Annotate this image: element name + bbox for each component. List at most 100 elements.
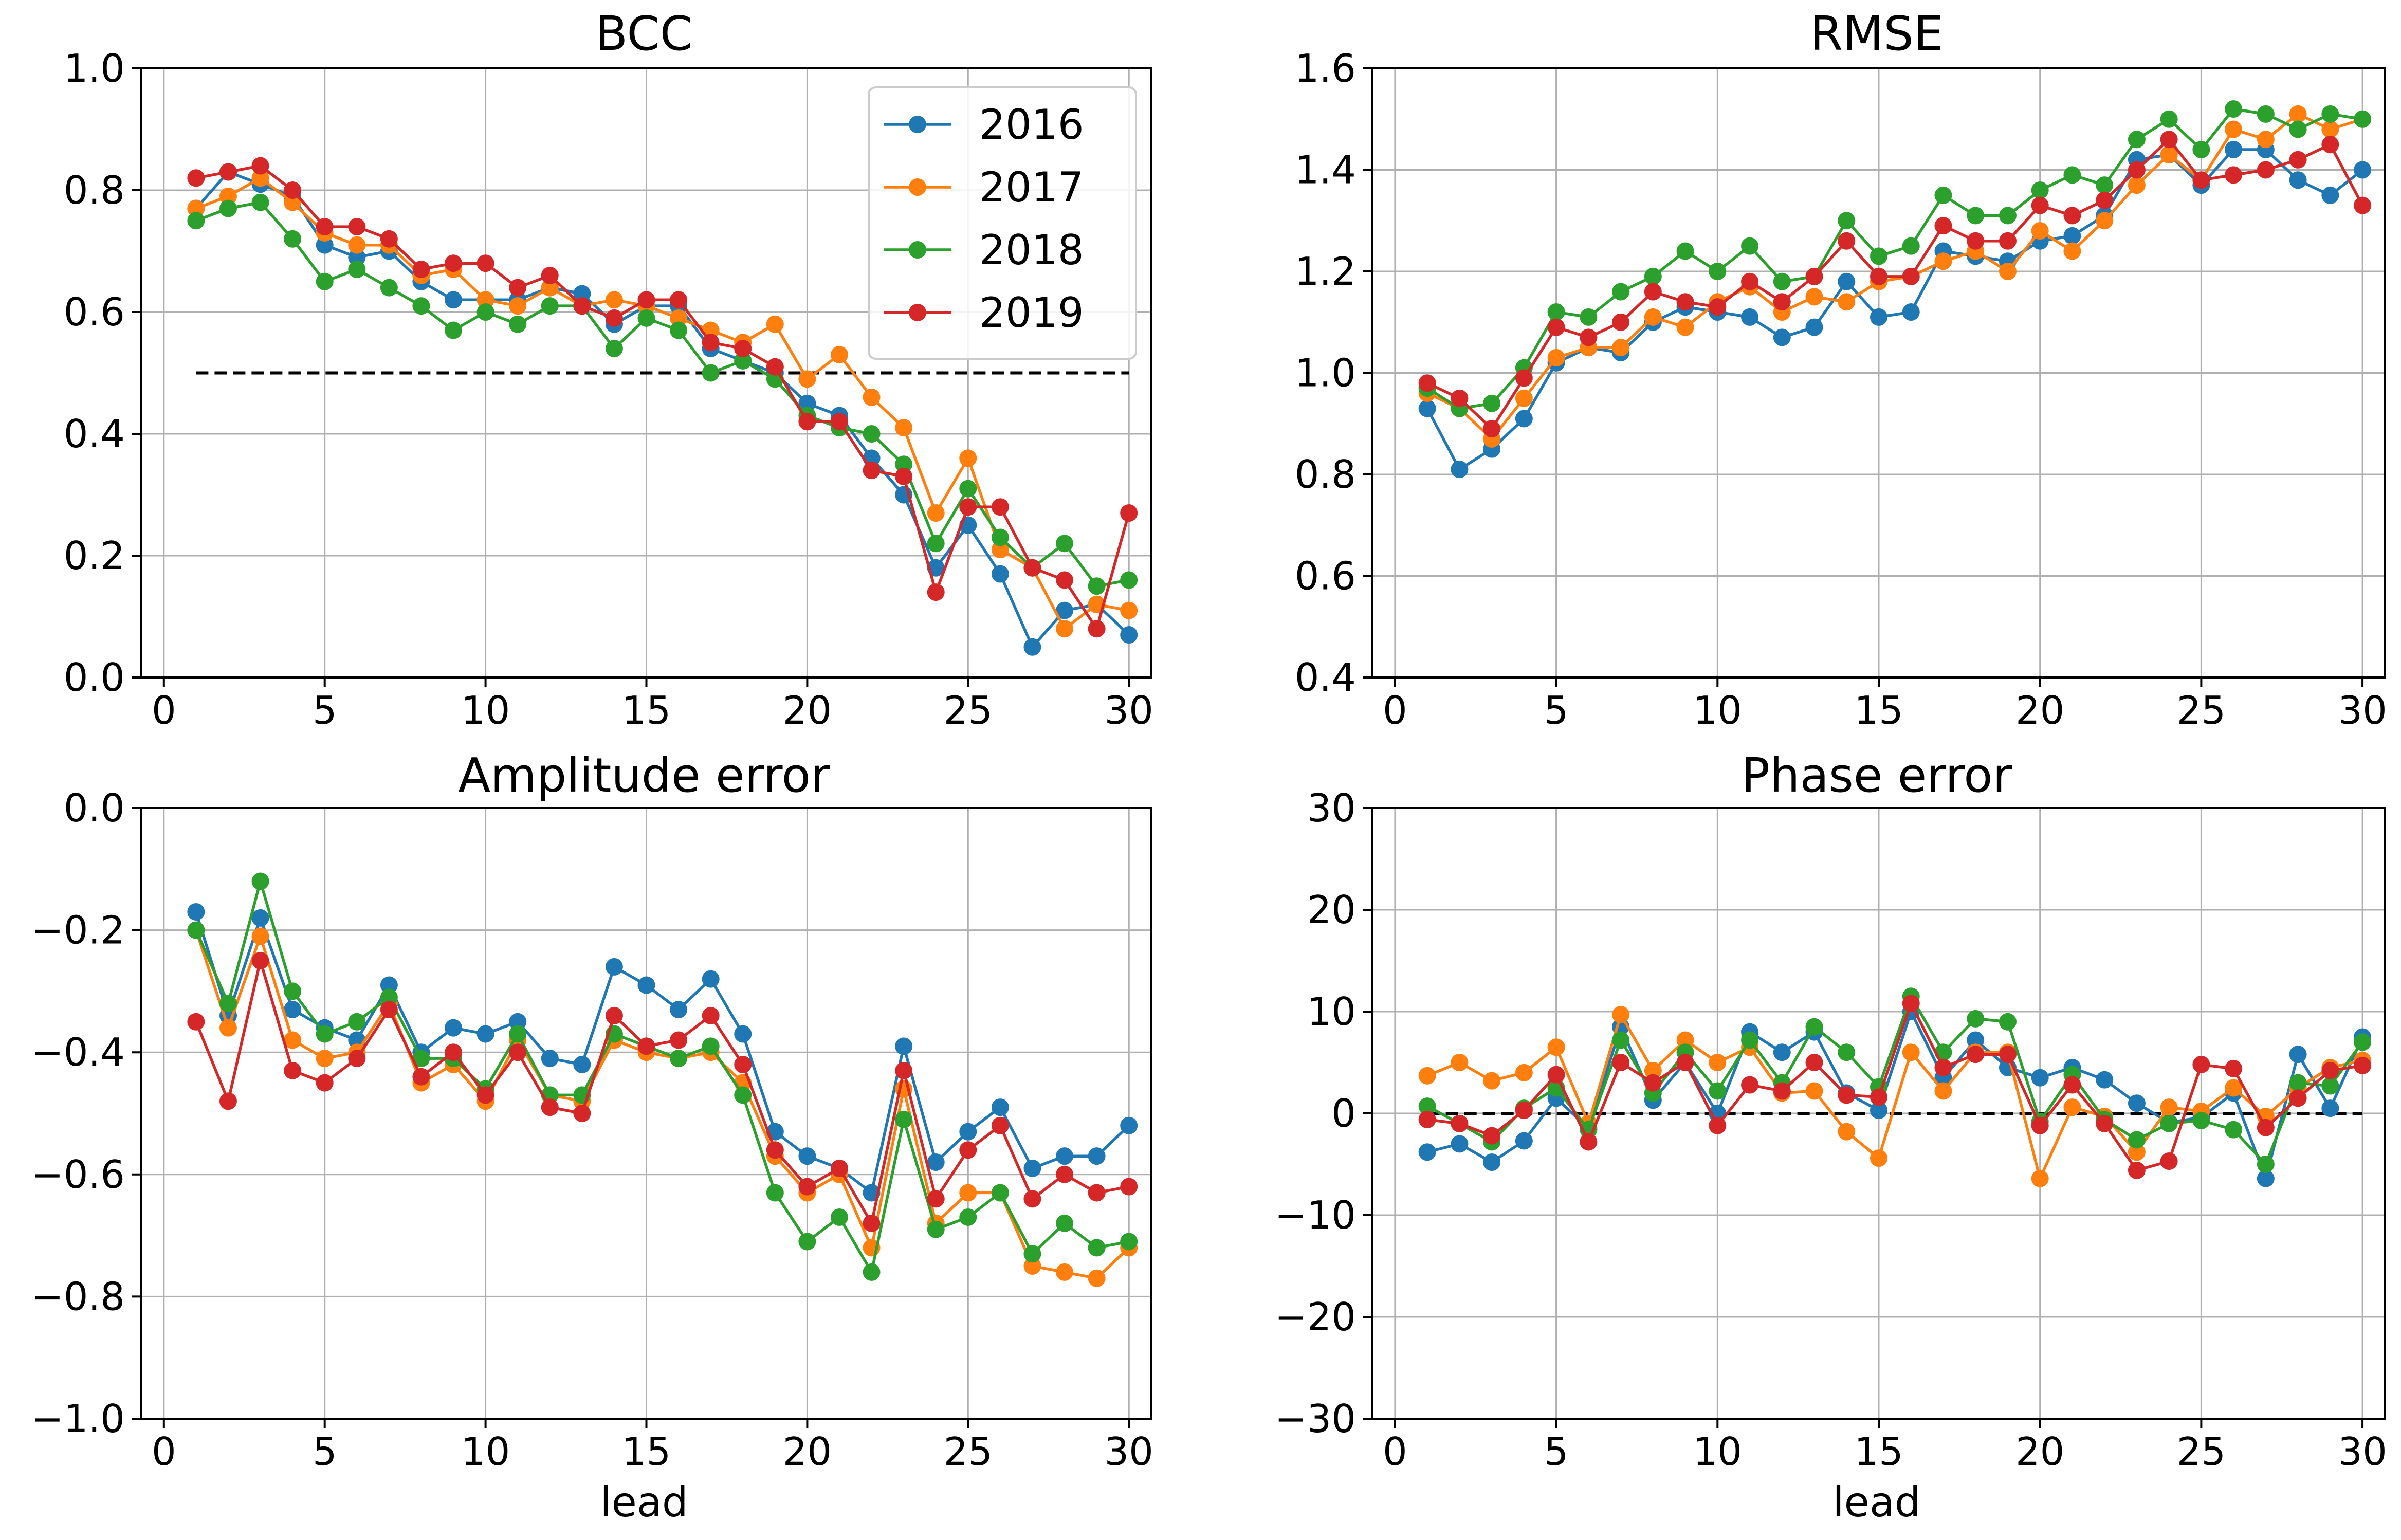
- amplitude-error-point-2019: [1088, 1184, 1106, 1202]
- rmse-point-2019: [2160, 131, 2178, 149]
- rmse-point-2017: [2225, 120, 2243, 138]
- bcc-point-2018: [380, 279, 398, 297]
- phase-error-x-tick-label: 10: [1693, 1429, 1742, 1474]
- rmse-point-2017: [1805, 288, 1823, 306]
- amplitude-error-point-2019: [187, 1013, 205, 1031]
- phase-error-panel-title: Phase error: [1742, 748, 2012, 803]
- bcc-point-2018: [445, 321, 463, 339]
- phase-error-point-2018: [1805, 1018, 1823, 1036]
- amplitude-error-point-2017: [1023, 1257, 1041, 1275]
- bcc-legend-label-2019: 2019: [979, 289, 1084, 337]
- rmse-point-2019: [2321, 136, 2339, 154]
- phase-error-point-2018: [1709, 1082, 1727, 1100]
- phase-error-point-2017: [2160, 1098, 2178, 1116]
- rmse-point-2018: [1644, 267, 1662, 285]
- amplitude-error-point-2018: [316, 1025, 334, 1043]
- rmse-x-tick-label: 20: [2015, 688, 2064, 733]
- bcc-point-2016: [573, 285, 591, 303]
- amplitude-error-point-2016: [670, 1001, 688, 1019]
- rmse-point-2018: [1741, 237, 1759, 255]
- bcc-y-tick-label: 0.2: [64, 533, 125, 578]
- bcc-point-2017: [798, 370, 816, 388]
- amplitude-error-point-2016: [895, 1037, 913, 1055]
- rmse-point-2019: [2031, 196, 2049, 214]
- bcc-x-tick-label: 15: [622, 688, 671, 733]
- bcc-point-2019: [476, 254, 494, 272]
- bcc-point-2017: [766, 315, 784, 333]
- rmse-point-2017: [1547, 349, 1565, 366]
- amplitude-error-point-2018: [830, 1208, 848, 1226]
- amplitude-error-panel-title: Amplitude error: [458, 748, 830, 803]
- bcc-point-2018: [863, 425, 881, 443]
- bcc-point-2018: [509, 315, 527, 333]
- amplitude-error-point-2019: [412, 1068, 430, 1086]
- rmse-point-2018: [1676, 242, 1694, 260]
- phase-error-x-axis-label: lead: [1832, 1478, 1920, 1526]
- amplitude-error-point-2019: [380, 1001, 398, 1019]
- bcc-point-2017: [670, 309, 688, 327]
- rmse-point-2018: [1580, 308, 1598, 326]
- rmse-point-2018: [2096, 176, 2114, 194]
- bcc-point-2018: [316, 272, 334, 290]
- amplitude-error-panel: Amplitude error lead 0 5 10 15 20 25 30 −1.0 −0.…: [31, 748, 1153, 1526]
- amplitude-error-point-2016: [284, 1001, 302, 1019]
- phase-error-line-2018: [1426, 995, 2364, 1166]
- phase-error-point-2018: [2192, 1111, 2210, 1129]
- phase-error-point-2017: [1709, 1054, 1727, 1071]
- bcc-point-2019: [637, 291, 655, 309]
- phase-error-point-2019: [2225, 1059, 2243, 1077]
- phase-error-x-tick-label: 30: [2338, 1429, 2387, 1474]
- phase-error-y-tick-label: 30: [1307, 785, 1356, 831]
- bcc-point-2019: [1023, 559, 1041, 577]
- amplitude-error-y-tick-label: −0.2: [31, 908, 125, 953]
- amplitude-error-point-2018: [412, 1050, 430, 1068]
- bcc-point-2019: [863, 462, 881, 480]
- phase-error-x-tick-label: 0: [1383, 1429, 1407, 1474]
- phase-error-point-2019: [2257, 1119, 2275, 1136]
- bcc-point-2017: [219, 187, 237, 205]
- amplitude-error-point-2019: [895, 1061, 913, 1079]
- phase-error-y-tick-label: −10: [1275, 1193, 1356, 1238]
- rmse-point-2019: [1741, 272, 1759, 290]
- bcc-point-2017: [605, 291, 623, 309]
- phase-error-point-2019: [2031, 1116, 2049, 1134]
- bcc-point-2018: [959, 480, 977, 498]
- phase-error-point-2016: [1870, 1102, 1887, 1120]
- phase-error-point-2017: [2225, 1079, 2243, 1097]
- phase-error-y-tick-label: −30: [1275, 1396, 1356, 1441]
- bcc-point-2017: [476, 291, 494, 309]
- phase-error-point-2019: [1741, 1076, 1759, 1094]
- bcc-point-2018: [541, 297, 559, 315]
- amplitude-error-point-2016: [476, 1025, 494, 1043]
- bcc-point-2016: [316, 236, 334, 254]
- rmse-point-2019: [2192, 171, 2210, 189]
- bcc-point-2018: [412, 297, 430, 315]
- rmse-point-2017: [1515, 389, 1533, 407]
- amplitude-error-y-tick-label: −1.0: [31, 1396, 125, 1441]
- amplitude-error-y-tick-label: −0.4: [31, 1030, 125, 1075]
- phase-error-point-2019: [2192, 1055, 2210, 1073]
- amplitude-error-point-2019: [959, 1141, 977, 1159]
- phase-error-point-2016: [2289, 1046, 2307, 1064]
- bcc-legend-marker-2017: [909, 178, 926, 196]
- bcc-point-2018: [187, 212, 205, 230]
- bcc-point-2019: [798, 413, 816, 431]
- bcc-point-2019: [541, 266, 559, 284]
- amplitude-error-point-2018: [284, 982, 302, 1000]
- bcc-point-2017: [959, 449, 977, 467]
- phase-error-x-tick-label: 5: [1544, 1429, 1569, 1474]
- amplitude-error-point-2017: [959, 1184, 977, 1202]
- amplitude-error-x-tick-label: 10: [461, 1429, 510, 1474]
- phase-error-point-2019: [1676, 1054, 1694, 1071]
- rmse-point-2019: [1773, 293, 1791, 311]
- phase-error-point-2016: [1483, 1153, 1501, 1171]
- amplitude-error-point-2018: [1088, 1239, 1106, 1257]
- rmse-panel-title: RMSE: [1810, 6, 1944, 61]
- rmse-point-2019: [1612, 313, 1630, 331]
- rmse-point-2019: [1418, 374, 1436, 392]
- amplitude-error-x-axis-label: lead: [600, 1478, 688, 1526]
- bcc-point-2019: [1120, 504, 1138, 522]
- rmse-x-tick-label: 0: [1383, 688, 1407, 733]
- bcc-x-tick-label: 10: [461, 688, 510, 733]
